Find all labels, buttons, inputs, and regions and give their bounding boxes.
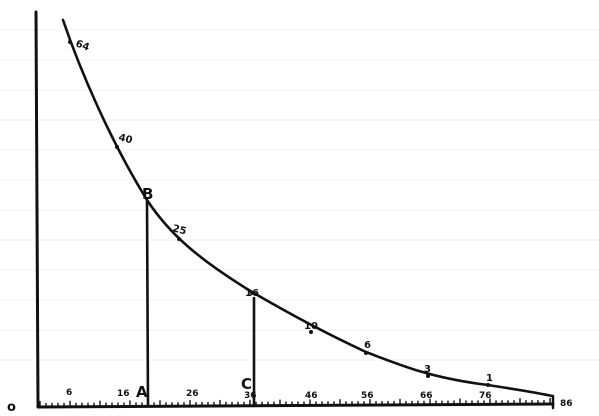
curve-point-6 — [364, 351, 368, 355]
curve-point-25 — [177, 237, 181, 241]
curve-point-16 — [250, 291, 254, 295]
curve-label-25: 25 — [171, 223, 187, 237]
x-label-66: 66 — [420, 391, 433, 401]
curve-label-64: 64 — [74, 38, 91, 53]
curve-point-1 — [486, 383, 490, 387]
x-label-46: 46 — [305, 391, 318, 401]
paper-ruling — [0, 29, 599, 361]
y-axis — [34, 10, 40, 409]
x-label-76: 76 — [479, 391, 492, 401]
point-label-C: C — [241, 375, 252, 393]
x-label-16: 16 — [117, 389, 130, 399]
curve-label-1: 1 — [486, 373, 493, 384]
x-label-6: 6 — [66, 388, 72, 398]
x-axis — [36, 402, 555, 409]
x-axis-ticks — [39, 398, 551, 407]
x-label-56: 56 — [361, 391, 374, 401]
curve-label-3: 3 — [424, 364, 431, 375]
curve-point-10 — [309, 330, 313, 334]
curve-label-40: 40 — [117, 132, 133, 146]
curve-point-40 — [115, 145, 119, 149]
origin-label: o — [7, 400, 16, 415]
ordinate-line-B-A — [145, 199, 150, 408]
x-label-36: 36 — [244, 391, 257, 401]
point-label-A: A — [136, 383, 148, 401]
curve-label-16: 16 — [245, 288, 259, 299]
decreasing-curve — [61, 18, 554, 398]
point-label-B: B — [142, 185, 153, 203]
x-label-26: 26 — [186, 389, 199, 399]
curve-point-64 — [68, 40, 72, 44]
curve-label-10: 10 — [304, 321, 318, 332]
curve-point-3 — [426, 374, 430, 378]
curve-label-6: 6 — [364, 340, 371, 351]
x-label-86: 86 — [560, 399, 573, 409]
curve-points — [68, 40, 490, 387]
